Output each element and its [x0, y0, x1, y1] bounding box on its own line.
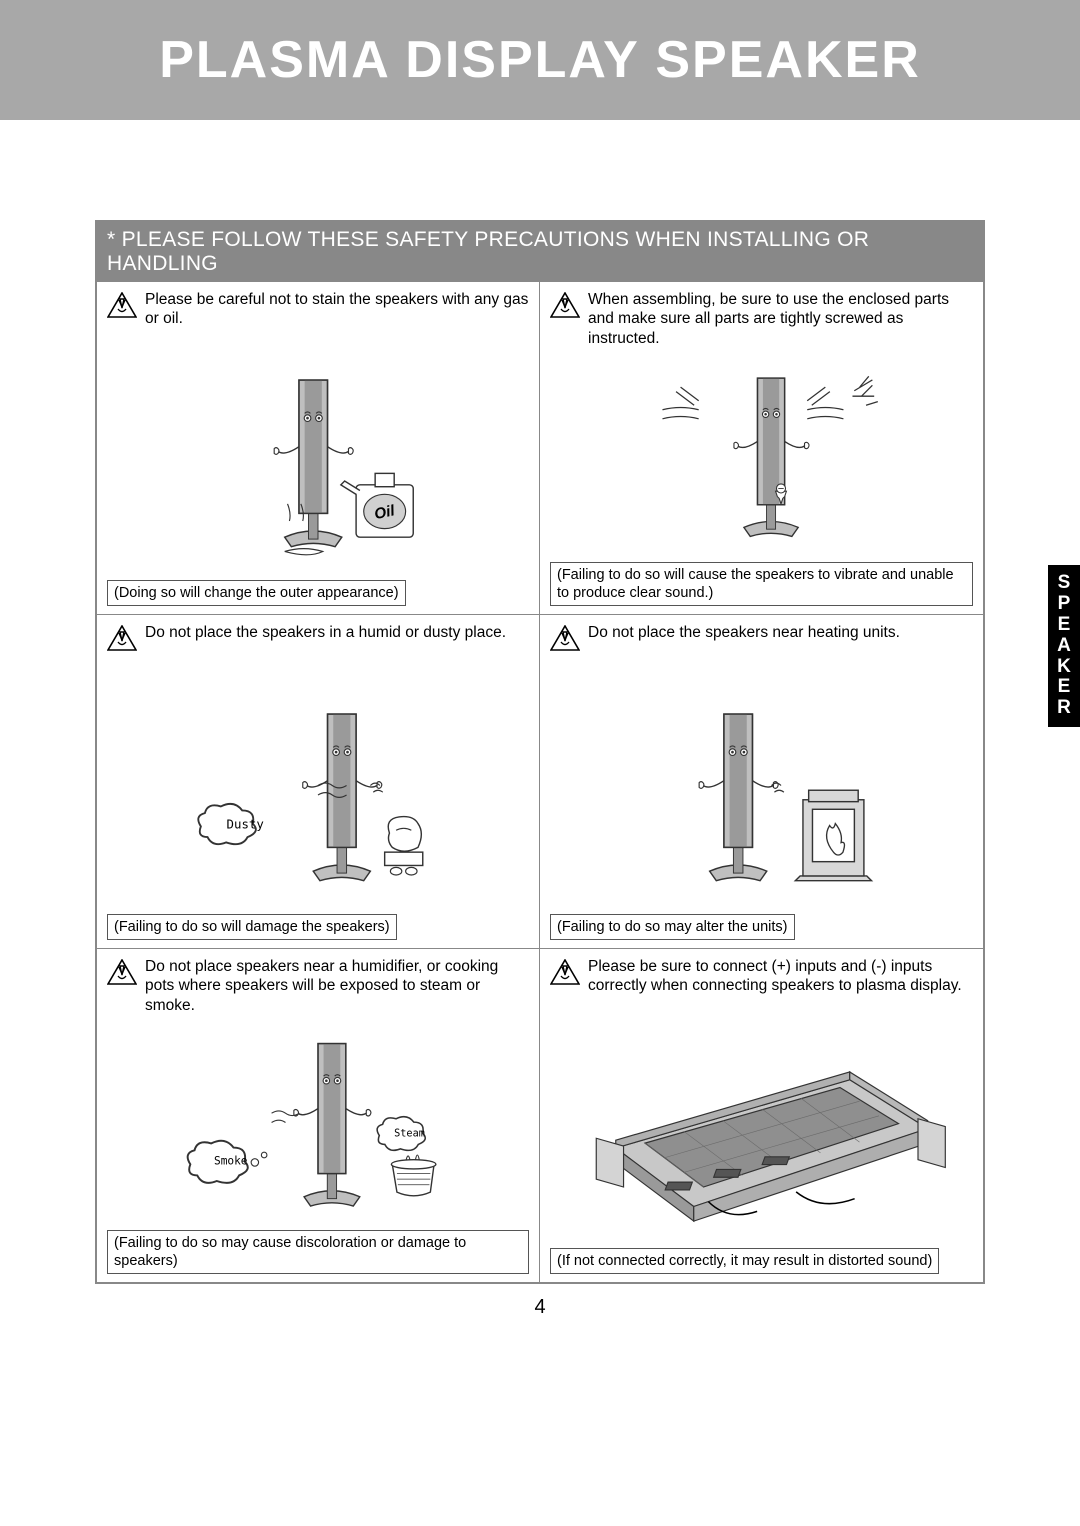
precaution-text: Please be careful not to stain the speak… [145, 290, 529, 329]
precaution-cell: Do not place speakers near a humidifier,… [97, 949, 540, 1282]
content-frame: * PLEASE FOLLOW THESE SAFETY PRECAUTIONS… [95, 220, 985, 1284]
illustration-oil: Oil [107, 342, 529, 580]
precaution-cell: Do not place the speakers in a humid or … [97, 615, 540, 948]
illustration-label: Dusty [227, 817, 264, 831]
section-header: * PLEASE FOLLOW THESE SAFETY PRECAUTIONS… [97, 222, 983, 282]
caption: (Failing to do so may alter the units) [550, 914, 795, 940]
cell-header: Do not place the speakers near heating u… [550, 623, 973, 675]
side-tab-letter: K [1048, 657, 1080, 678]
cell-header: Do not place speakers near a humidifier,… [107, 957, 529, 1015]
precaution-cell: Please be sure to connect (+) inputs and… [540, 949, 983, 1282]
precaution-text: When assembling, be sure to use the encl… [588, 290, 973, 348]
caption: (Doing so will change the outer appearan… [107, 580, 406, 606]
header-banner: PLASMA DISPLAY SPEAKER [0, 0, 1080, 120]
caption: (Failing to do so will damage the speake… [107, 914, 397, 940]
warning-icon [550, 292, 580, 318]
cell-header: When assembling, be sure to use the encl… [550, 290, 973, 348]
precaution-grid: Please be careful not to stain the speak… [97, 282, 983, 1282]
precaution-text: Do not place the speakers in a humid or … [145, 623, 506, 642]
illustration-label: Steam [394, 1128, 425, 1139]
cell-header: Please be sure to connect (+) inputs and… [550, 957, 973, 1009]
warning-icon [550, 959, 580, 985]
page-title: PLASMA DISPLAY SPEAKER [159, 30, 921, 90]
illustration-heater [550, 675, 973, 913]
precaution-cell: Do not place the speakers near heating u… [540, 615, 983, 948]
side-tab-letter: R [1048, 698, 1080, 719]
page-number: 4 [0, 1296, 1080, 1319]
precaution-text: Please be sure to connect (+) inputs and… [588, 957, 973, 996]
warning-icon [107, 625, 137, 651]
precaution-cell: Please be careful not to stain the speak… [97, 282, 540, 615]
side-tab-letter: P [1048, 594, 1080, 615]
side-tab-letter: S [1048, 573, 1080, 594]
caption: (If not connected correctly, it may resu… [550, 1248, 939, 1274]
illustration-connect [550, 1009, 973, 1248]
illustration-dusty: Dusty [107, 675, 529, 913]
side-tab-letter: A [1048, 636, 1080, 657]
side-tab-letter: E [1048, 677, 1080, 698]
cell-header: Do not place the speakers in a humid or … [107, 623, 529, 675]
precaution-text: Do not place speakers near a humidifier,… [145, 957, 529, 1015]
caption: (Failing to do so will cause the speaker… [550, 562, 973, 606]
illustration-label: Smoke [214, 1154, 248, 1167]
warning-icon [107, 959, 137, 985]
caption: (Failing to do so may cause discoloratio… [107, 1230, 529, 1274]
side-tab-letter: E [1048, 615, 1080, 636]
warning-icon [107, 292, 137, 318]
illustration-assemble [550, 348, 973, 562]
precaution-text: Do not place the speakers near heating u… [588, 623, 900, 642]
warning-icon [550, 625, 580, 651]
illustration-smoke: Smoke Steam [107, 1015, 529, 1230]
cell-header: Please be careful not to stain the speak… [107, 290, 529, 342]
precaution-cell: When assembling, be sure to use the encl… [540, 282, 983, 615]
side-tab-speaker: S P E A K E R [1048, 565, 1080, 727]
